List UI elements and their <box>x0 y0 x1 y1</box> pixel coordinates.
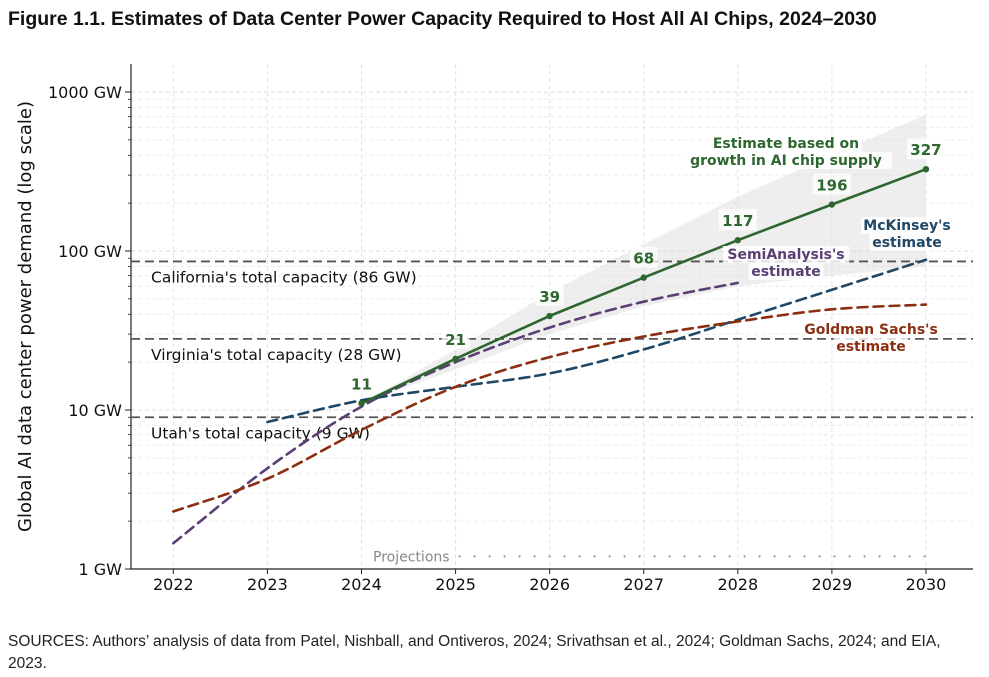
projections-dot <box>578 555 581 558</box>
projections-dot <box>773 555 776 558</box>
data-point <box>546 312 553 320</box>
data-label-bg <box>535 285 564 307</box>
x-tick-label: 2027 <box>623 575 664 594</box>
series-label: McKinsey's <box>863 218 950 234</box>
series-label-bg <box>679 152 893 169</box>
series-label: estimate <box>836 339 906 355</box>
y-tick-label: 1000 GW <box>48 83 122 102</box>
x-tick-label: 2024 <box>341 575 382 594</box>
series-label-bg <box>861 217 953 234</box>
projections-label: Projections <box>373 549 450 565</box>
series-label: Goldman Sachs's <box>804 322 938 338</box>
reference-line-label: Virginia's total capacity (28 GW) <box>151 346 402 364</box>
projections-dot <box>488 555 491 558</box>
projections-dot <box>758 555 761 558</box>
projections-dot <box>728 555 731 558</box>
data-point <box>922 165 930 173</box>
projections-dot <box>833 555 836 558</box>
projections-dot <box>458 555 461 558</box>
projections-dot <box>923 555 926 558</box>
data-label: 196 <box>816 177 847 195</box>
data-label-bg <box>347 372 376 394</box>
data-label: 327 <box>910 141 941 159</box>
projections-dot <box>638 555 641 558</box>
y-axis-label: Global AI data center power demand (log … <box>15 101 36 532</box>
projections-dot <box>653 555 656 558</box>
data-point <box>452 355 459 362</box>
data-point <box>828 201 836 208</box>
x-tick-label: 2025 <box>435 575 476 594</box>
series-line <box>172 303 928 513</box>
projections-dot <box>563 555 566 558</box>
series-label: estimate <box>872 235 942 251</box>
data-label-bg <box>629 246 658 268</box>
projections-dot <box>593 555 596 558</box>
series-label-bg <box>803 321 939 338</box>
series-label: growth in AI chip supply <box>690 153 882 169</box>
series-label-bg <box>722 246 850 263</box>
x-tick-label: 2022 <box>153 575 194 594</box>
series-label: Estimate based on <box>713 136 859 152</box>
projections-dot <box>518 555 521 558</box>
reference-line-label: Utah's total capacity (9 GW) <box>151 424 370 442</box>
data-label-bg <box>441 327 470 349</box>
projections-dot <box>908 555 911 558</box>
data-point <box>358 400 365 407</box>
y-tick-label: 100 GW <box>58 242 122 261</box>
projections-dot <box>623 555 626 558</box>
projections-dot <box>878 555 881 558</box>
projections-dot <box>548 555 551 558</box>
projections-dot <box>608 555 611 558</box>
y-tick-label: 1 GW <box>79 560 123 579</box>
projections-dot <box>503 555 506 558</box>
data-label: 68 <box>633 250 654 268</box>
data-point <box>640 274 647 281</box>
series-label-bg <box>869 234 945 251</box>
projections-dot <box>668 555 671 558</box>
data-label-bg <box>812 173 851 195</box>
data-label: 39 <box>539 288 560 306</box>
projections-dot <box>848 555 851 558</box>
data-label-bg <box>718 209 757 231</box>
projections-dot <box>683 555 686 558</box>
x-tick-label: 2023 <box>247 575 288 594</box>
source-note: SOURCES: Authors’ analysis of data from … <box>8 633 941 672</box>
data-label: 21 <box>445 331 466 349</box>
x-tick-label: 2026 <box>529 575 570 594</box>
series-label-bg <box>709 135 863 152</box>
data-label-bg <box>906 138 945 160</box>
series-line <box>172 281 740 545</box>
projections-dot <box>863 555 866 558</box>
series-label-bg <box>833 338 909 355</box>
series-label: estimate <box>751 264 821 280</box>
projections-dot <box>698 555 701 558</box>
data-label: 117 <box>722 212 753 230</box>
x-tick-label: 2028 <box>717 575 758 594</box>
projections-dot <box>803 555 806 558</box>
projections-dot <box>473 555 476 558</box>
data-point <box>734 236 742 244</box>
series-label: SemiAnalysis's <box>727 247 844 263</box>
data-label: 11 <box>351 375 372 393</box>
projections-dot <box>818 555 821 558</box>
series-label-bg <box>748 263 824 280</box>
x-tick-label: 2030 <box>906 575 947 594</box>
projections-dot <box>533 555 536 558</box>
figure-title: Figure 1.1. Estimates of Data Center Pow… <box>8 8 877 30</box>
y-tick-label: 10 GW <box>68 401 122 420</box>
projections-dot <box>713 555 716 558</box>
projections-dot <box>893 555 896 558</box>
x-tick-label: 2029 <box>812 575 853 594</box>
reference-line-label: California's total capacity (86 GW) <box>151 268 417 286</box>
projections-dot <box>743 555 746 558</box>
projections-dot <box>788 555 791 558</box>
